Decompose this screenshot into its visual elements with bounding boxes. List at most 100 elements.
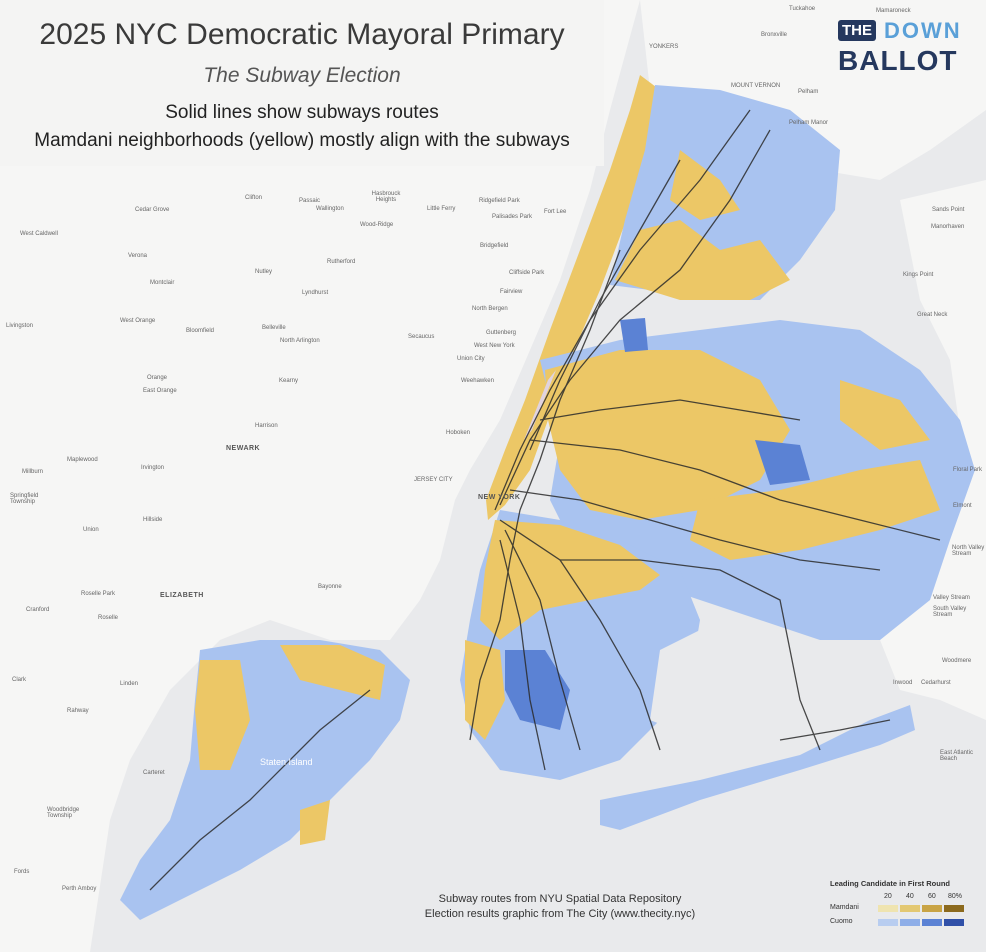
legend: Leading Candidate in First Round 20 40 6…	[826, 876, 976, 936]
title-box: 2025 NYC Democratic Mayoral Primary The …	[0, 0, 604, 166]
long-island-land	[880, 180, 986, 720]
label-nutley: Nutley	[255, 269, 273, 275]
label-west-new-york: West New York	[474, 343, 515, 349]
label-east-atlantic-beach: East Atlantic Beach	[940, 750, 974, 762]
legend-swatch	[900, 919, 920, 926]
label-pelham: Pelham	[798, 89, 819, 95]
label-hillside: Hillside	[143, 517, 163, 523]
staten-island	[120, 640, 410, 920]
label-cliffside-park: Cliffside Park	[509, 270, 545, 276]
legend-tick: 80%	[948, 893, 963, 900]
label-mount-vernon: MOUNT VERNON	[731, 83, 781, 89]
label-sands-point: Sands Point	[932, 207, 965, 213]
legend-tick: 20	[884, 893, 892, 900]
label-palisades-park: Palisades Park	[492, 214, 533, 220]
label-roselle: Roselle	[98, 615, 119, 621]
subway-lines	[149, 109, 941, 891]
label-newark: NEWARK	[226, 445, 261, 452]
label-passaic: Passaic	[299, 198, 321, 204]
label-union: Union	[83, 527, 99, 533]
label-wood-ridge: Wood-Ridge	[360, 222, 394, 228]
label-wallington: Wallington	[316, 206, 344, 212]
legend-tick: 40	[906, 893, 914, 900]
label-elmont: Elmont	[953, 503, 972, 509]
logo-the: THE	[838, 20, 876, 41]
label-woodmere: Woodmere	[942, 658, 972, 664]
legend-swatch	[900, 905, 920, 912]
map-title: 2025 NYC Democratic Mayoral Primary	[39, 18, 565, 51]
label-bronxville: Bronxville	[761, 32, 788, 38]
label-fort-lee: Fort Lee	[544, 209, 567, 215]
label-hoboken: Hoboken	[446, 430, 471, 436]
map-subtitle: The Subway Election	[203, 64, 401, 87]
logo-ballot: BALLOT	[838, 45, 958, 76]
label-hasbrouck-heights: Hasbrouck Heights	[371, 191, 401, 203]
label-bayonne: Bayonne	[318, 584, 342, 590]
label-north-bergen: North Bergen	[472, 306, 508, 312]
label-mamaroneck: Mamaroneck	[876, 8, 911, 14]
queens-mamdani-east	[690, 460, 940, 560]
label-springfield: Springfield Township	[10, 493, 39, 505]
down-ballot-logo: THE DOWN BALLOT	[836, 16, 976, 76]
staten-island-mamdani-ne	[280, 645, 385, 700]
label-millburn: Millburn	[22, 469, 44, 475]
credit-subway: Subway routes from NYU Spatial Data Repo…	[438, 893, 682, 905]
legend-tick: 60	[928, 893, 936, 900]
label-verona: Verona	[128, 253, 148, 259]
label-yonkers: YONKERS	[649, 44, 679, 50]
label-east-orange: East Orange	[143, 388, 177, 394]
label-bloomfield: Bloomfield	[186, 328, 215, 334]
brooklyn-cuomo-dark	[505, 650, 570, 730]
label-fords: Fords	[14, 869, 30, 875]
logo-down: DOWN	[884, 18, 962, 43]
label-cedar-grove: Cedar Grove	[135, 207, 170, 213]
label-rahway: Rahway	[67, 708, 89, 714]
staten-island-mamdani-s	[300, 800, 330, 845]
manhattan	[486, 75, 660, 520]
label-lyndhurst: Lyndhurst	[302, 290, 329, 296]
legend-label-cuomo: Cuomo	[830, 918, 853, 925]
label-ridgefield-park: Ridgefield Park	[479, 198, 520, 204]
label-south-valley-stream: South Valley Stream	[933, 606, 967, 618]
queens-cuomo-dark	[755, 440, 810, 485]
staten-island-mamdani	[195, 660, 250, 770]
label-orange: Orange	[147, 375, 168, 381]
label-roselle-park: Roselle Park	[81, 591, 116, 597]
label-floral-park: Floral Park	[953, 467, 983, 473]
legend-swatch	[878, 919, 898, 926]
jamaica-bay	[650, 620, 820, 740]
label-manorhaven: Manorhaven	[931, 224, 965, 230]
credit-election: Election results graphic from The City (…	[424, 908, 696, 920]
label-north-arlington: North Arlington	[280, 338, 320, 344]
brooklyn-mamdani	[480, 520, 660, 640]
brooklyn-mamdani-sw	[465, 640, 505, 740]
label-montclair: Montclair	[150, 280, 175, 286]
label-linden: Linden	[120, 681, 139, 687]
label-clark: Clark	[12, 677, 27, 683]
label-north-valley-stream: North Valley Stream	[952, 545, 985, 557]
label-pelham-manor: Pelham Manor	[789, 120, 829, 126]
central-park	[524, 370, 556, 440]
legend-swatch	[922, 905, 942, 912]
label-tuckahoe: Tuckahoe	[789, 6, 816, 12]
label-kings-point: Kings Point	[903, 272, 934, 278]
label-west-orange: West Orange	[120, 318, 156, 324]
label-kearny: Kearny	[279, 378, 299, 384]
queens-mamdani-ne	[840, 380, 930, 450]
label-cedarhurst: Cedarhurst	[921, 680, 951, 686]
label-guttenberg: Guttenberg	[486, 330, 517, 336]
label-carteret: Carteret	[143, 770, 165, 776]
bronx-mamdani-2	[670, 150, 740, 220]
label-new-york: NEW YORK	[478, 494, 521, 501]
label-little-ferry: Little Ferry	[427, 206, 456, 212]
label-belleville: Belleville	[262, 325, 286, 331]
legend-swatch	[944, 919, 964, 926]
label-great-neck: Great Neck	[917, 312, 948, 318]
label-union-city: Union City	[457, 356, 485, 362]
rockaways	[600, 705, 915, 830]
label-maplewood: Maplewood	[67, 457, 98, 463]
label-woodbridge: Woodbridge Township	[47, 807, 80, 819]
new-jersey-land	[0, 0, 640, 952]
bronx-cuomo-dark	[620, 318, 648, 352]
label-clifton: Clifton	[245, 195, 263, 201]
